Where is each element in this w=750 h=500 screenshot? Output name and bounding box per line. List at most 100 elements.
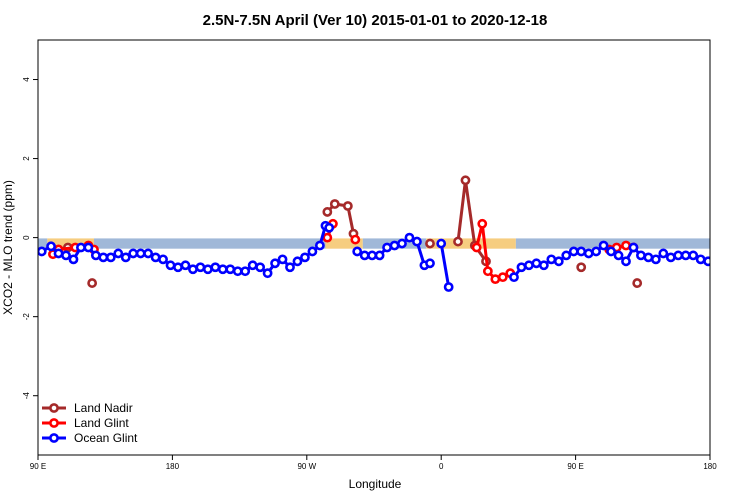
band-segment-3	[325, 238, 363, 249]
ocean-glint-point	[680, 250, 691, 261]
ocean-glint-point	[105, 252, 116, 263]
ocean-glint-point	[613, 250, 624, 261]
ocean-glint-point	[90, 250, 101, 261]
x-tick-label: 0	[439, 462, 444, 471]
legend-label: Ocean Glint	[74, 431, 138, 445]
ocean-glint-point	[277, 254, 288, 265]
y-axis: -4 -2 0 2 4	[22, 77, 38, 400]
plot-frame	[37, 39, 711, 456]
land-glint-point	[497, 272, 508, 283]
ocean-glint-point	[314, 240, 325, 251]
ocean-glint-point	[292, 256, 303, 267]
ocean-glint-point	[300, 252, 310, 263]
legend-label: Land Nadir	[74, 401, 133, 415]
land-glint-point	[350, 234, 361, 245]
land-glint-point	[490, 274, 501, 285]
ocean-glint-point	[367, 250, 378, 261]
land-nadir-point	[329, 199, 340, 209]
ocean-glint-point	[436, 238, 447, 249]
ocean-glint-point	[509, 272, 519, 283]
land-nadir-point	[87, 278, 98, 288]
ocean-glint-point	[68, 254, 79, 265]
land-glint-point	[322, 232, 333, 243]
ocean-glint-point	[324, 222, 335, 233]
ocean-glint-point	[643, 252, 654, 263]
band-segment-2	[94, 238, 326, 249]
ocean-glint-point	[606, 246, 616, 257]
chart-title: 2.5N-7.5N April (Ver 10) 2015-01-01 to 2…	[203, 12, 548, 29]
land-nadir-point	[453, 236, 463, 247]
ocean-glint-point	[76, 242, 86, 253]
series-layer	[38, 175, 719, 292]
land-nadir-point	[632, 278, 643, 288]
ocean-glint-point	[150, 252, 161, 263]
x-tick-label: 180	[166, 462, 180, 471]
land-glint-point	[482, 266, 493, 277]
ocean-glint-point	[232, 266, 243, 277]
ocean-glint-point	[359, 250, 370, 261]
land-glint-point	[621, 240, 631, 251]
ocean-glint-line-2	[439, 243, 451, 288]
ocean-glint-point	[673, 250, 684, 261]
ocean-glint-point	[135, 248, 146, 259]
ocean-glint-point	[524, 260, 534, 271]
land-nadir-line-4	[456, 180, 488, 263]
ocean-glint-point	[195, 262, 206, 273]
ocean-glint-point	[247, 260, 258, 271]
legend-marker	[49, 433, 59, 443]
ocean-glint-point	[583, 248, 594, 259]
land-nadir-point	[342, 201, 353, 211]
legend-item-land-glint: Land Glint	[42, 416, 129, 430]
plot-area	[38, 175, 719, 292]
ocean-glint-point	[210, 262, 221, 273]
ocean-glint-point	[636, 250, 646, 261]
land-nadir-point	[460, 175, 471, 186]
ocean-glint-point	[553, 256, 564, 267]
ocean-glint-point	[665, 252, 676, 263]
ocean-glint-point	[531, 258, 542, 269]
x-axis: 90 E 180 90 W 0 90 E 180	[30, 455, 717, 471]
y-tick-label: -2	[22, 313, 31, 321]
ocean-glint-point	[389, 240, 400, 251]
ocean-glint-point	[695, 254, 706, 265]
ocean-glint-point	[712, 264, 719, 271]
ocean-glint-point	[443, 282, 454, 292]
ocean-glint-point	[382, 242, 392, 253]
ocean-glint-point	[128, 248, 139, 259]
legend-label: Land Glint	[74, 416, 129, 430]
ocean-glint-point	[352, 246, 363, 257]
ocean-glint-point	[158, 254, 168, 265]
land-glint-line-3	[475, 223, 511, 281]
ocean-glint-point	[165, 260, 176, 271]
ocean-glint-point	[374, 250, 385, 261]
ocean-glint-point	[688, 250, 699, 261]
ocean-glint-point	[307, 246, 318, 257]
land-nadir-line-2	[326, 202, 355, 234]
x-tick-label: 90 W	[297, 462, 316, 471]
ocean-glint-point	[53, 248, 64, 259]
ocean-glint-point	[180, 260, 191, 271]
ocean-glint-point	[61, 250, 71, 261]
ocean-glint-point	[628, 242, 639, 253]
ocean-glint-point	[46, 241, 56, 252]
ocean-glint-point	[255, 262, 266, 273]
ocean-glint-point	[404, 232, 415, 243]
y-tick-label: -4	[22, 392, 31, 400]
band-segment-6	[515, 238, 710, 249]
ocean-glint-point	[538, 260, 549, 271]
ocean-glint-point	[83, 242, 94, 253]
ocean-glint-point	[240, 266, 251, 277]
ocean-glint-point	[120, 252, 131, 263]
land-nadir-point	[322, 207, 333, 217]
ocean-glint-point	[591, 246, 602, 257]
ocean-glint-point	[598, 240, 609, 251]
legend-item-ocean-glint: Ocean Glint	[42, 431, 138, 445]
x-tick-label: 90 E	[567, 462, 583, 471]
ocean-glint-point	[658, 248, 669, 259]
ocean-glint-point	[225, 264, 236, 275]
y-tick-label: 2	[22, 156, 31, 161]
ocean-glint-point	[38, 246, 47, 257]
ocean-glint-point	[568, 246, 579, 257]
land-glint-point	[477, 218, 488, 229]
